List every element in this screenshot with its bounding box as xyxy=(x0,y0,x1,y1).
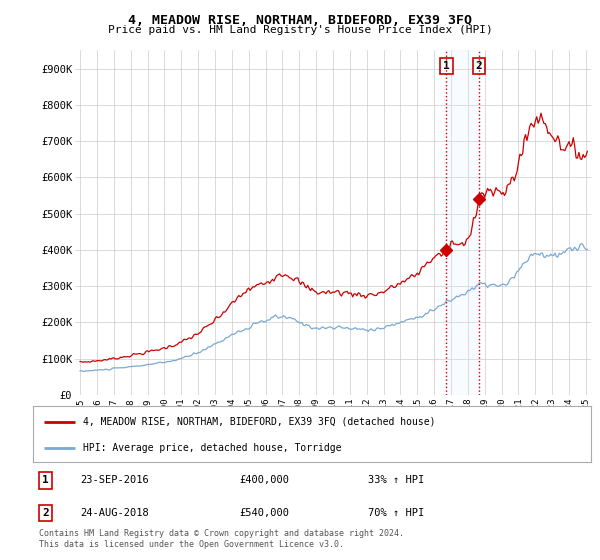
Text: HPI: Average price, detached house, Torridge: HPI: Average price, detached house, Torr… xyxy=(83,443,342,453)
Text: Price paid vs. HM Land Registry's House Price Index (HPI): Price paid vs. HM Land Registry's House … xyxy=(107,25,493,35)
Text: £400,000: £400,000 xyxy=(239,475,289,485)
Text: 33% ↑ HPI: 33% ↑ HPI xyxy=(368,475,424,485)
Text: 24-AUG-2018: 24-AUG-2018 xyxy=(80,508,149,518)
Text: 4, MEADOW RISE, NORTHAM, BIDEFORD, EX39 3FQ: 4, MEADOW RISE, NORTHAM, BIDEFORD, EX39 … xyxy=(128,14,472,27)
Text: 2: 2 xyxy=(475,60,482,71)
Text: Contains HM Land Registry data © Crown copyright and database right 2024.
This d: Contains HM Land Registry data © Crown c… xyxy=(38,529,404,549)
Text: 4, MEADOW RISE, NORTHAM, BIDEFORD, EX39 3FQ (detached house): 4, MEADOW RISE, NORTHAM, BIDEFORD, EX39 … xyxy=(83,417,436,427)
Text: 2: 2 xyxy=(42,508,49,518)
Text: 1: 1 xyxy=(42,475,49,485)
Text: £540,000: £540,000 xyxy=(239,508,289,518)
Text: 23-SEP-2016: 23-SEP-2016 xyxy=(80,475,149,485)
Text: 70% ↑ HPI: 70% ↑ HPI xyxy=(368,508,424,518)
Text: 1: 1 xyxy=(443,60,450,71)
Bar xyxy=(446,50,479,395)
